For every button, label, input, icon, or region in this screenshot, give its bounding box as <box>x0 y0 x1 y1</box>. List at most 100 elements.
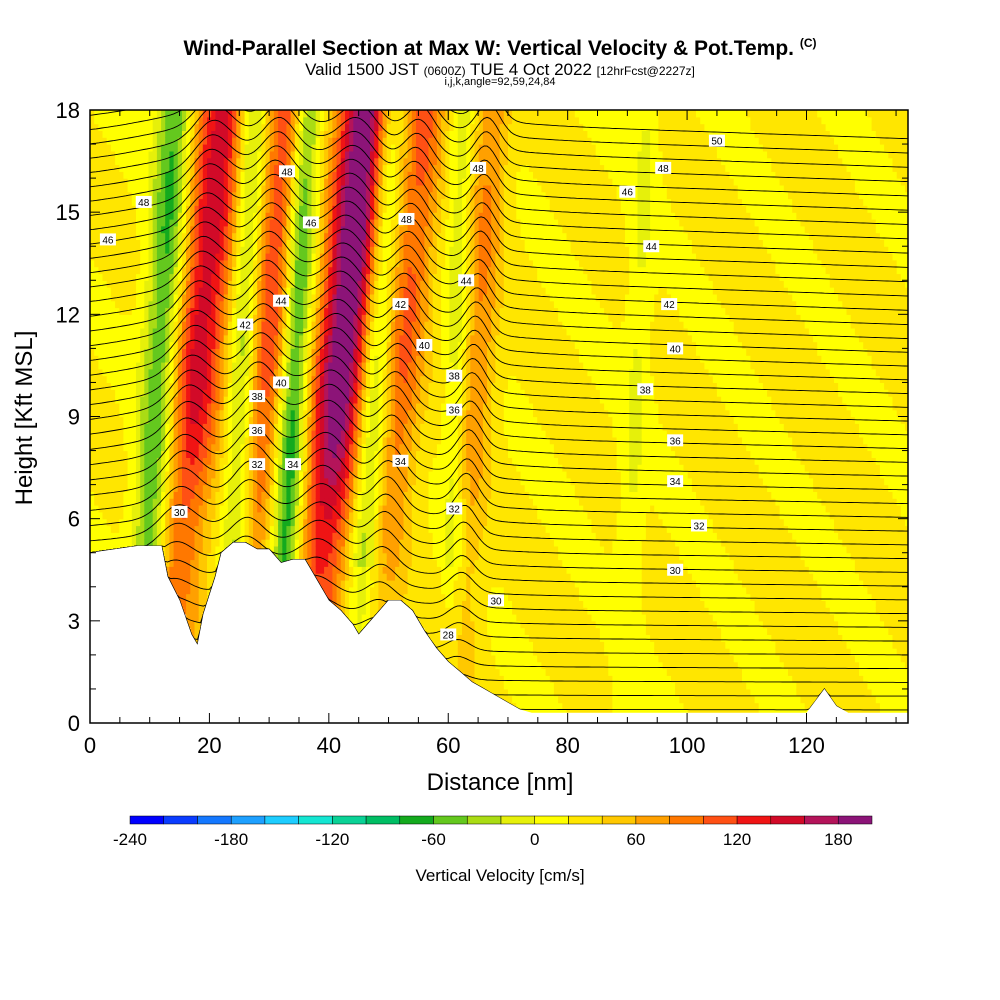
velocity-cell <box>227 253 233 261</box>
velocity-cell <box>269 389 275 397</box>
velocity-cell <box>186 573 191 581</box>
velocity-cell <box>123 287 129 295</box>
velocity-cell <box>236 471 242 479</box>
velocity-cell <box>340 205 346 213</box>
velocity-cell <box>294 471 300 479</box>
velocity-cell <box>345 219 350 227</box>
velocity-cell <box>374 464 379 472</box>
velocity-cell <box>236 253 242 261</box>
velocity-cell <box>340 130 346 138</box>
velocity-cell <box>328 178 333 186</box>
velocity-cell <box>94 375 99 383</box>
velocity-cell <box>106 450 112 458</box>
velocity-cell <box>136 436 141 445</box>
velocity-cell <box>198 287 204 295</box>
velocity-cell <box>286 341 292 349</box>
velocity-cell <box>336 287 342 295</box>
velocity-cell <box>299 328 304 336</box>
velocity-cell <box>336 532 342 540</box>
velocity-cell <box>370 552 375 561</box>
velocity-cell <box>227 137 233 145</box>
velocity-cell <box>115 328 120 336</box>
velocity-cell <box>261 253 267 261</box>
velocity-cell <box>361 171 367 179</box>
velocity-cell <box>382 307 388 315</box>
velocity-cell <box>261 532 267 540</box>
velocity-cell <box>94 355 99 363</box>
velocity-cell <box>119 430 125 438</box>
velocity-cell <box>94 178 99 186</box>
velocity-cell <box>115 430 120 438</box>
velocity-cell <box>165 375 170 383</box>
velocity-cell <box>119 368 125 377</box>
velocity-cell <box>156 266 162 275</box>
velocity-cell <box>148 293 154 302</box>
velocity-cell <box>169 416 175 424</box>
velocity-cell <box>219 198 225 206</box>
velocity-cell <box>374 280 379 288</box>
velocity-cell <box>186 300 191 309</box>
velocity-cell <box>106 184 112 193</box>
velocity-cell <box>340 355 346 363</box>
velocity-cell <box>123 491 129 499</box>
velocity-cell <box>119 130 125 138</box>
velocity-cell <box>236 144 242 152</box>
velocity-cell <box>345 477 350 486</box>
velocity-cell <box>365 607 371 615</box>
velocity-cell <box>282 539 288 547</box>
velocity-cell <box>315 341 321 349</box>
velocity-cell <box>182 396 187 404</box>
velocity-cell <box>194 580 200 588</box>
velocity-cell <box>227 273 233 281</box>
velocity-cell <box>115 334 120 343</box>
velocity-cell <box>345 532 350 540</box>
velocity-cell <box>253 116 258 125</box>
velocity-cell <box>286 314 292 322</box>
velocity-cell <box>127 219 133 227</box>
velocity-cell <box>219 266 225 275</box>
velocity-cell <box>340 539 346 547</box>
velocity-cell <box>94 137 99 145</box>
velocity-cell <box>232 423 237 431</box>
velocity-cell <box>319 396 325 404</box>
velocity-cell <box>336 293 342 302</box>
velocity-cell <box>286 552 292 561</box>
velocity-cell <box>110 341 116 349</box>
velocity-cell <box>110 287 116 295</box>
velocity-cell <box>311 471 317 479</box>
velocity-cell <box>340 321 346 329</box>
velocity-cell <box>378 328 384 336</box>
velocity-cell <box>349 334 354 343</box>
velocity-cell <box>248 171 254 179</box>
velocity-cell <box>165 157 170 166</box>
velocity-cell <box>303 402 308 411</box>
velocity-cell <box>370 566 375 574</box>
velocity-cell <box>269 287 275 295</box>
velocity-cell <box>324 178 329 186</box>
velocity-cell <box>374 232 379 240</box>
velocity-cell <box>232 334 237 343</box>
velocity-cell <box>294 321 300 329</box>
velocity-cell <box>294 423 300 431</box>
velocity-cell <box>261 334 267 343</box>
velocity-cell <box>374 191 379 200</box>
velocity-cell <box>161 532 166 540</box>
velocity-cell <box>198 137 204 145</box>
velocity-cell <box>140 280 145 288</box>
velocity-cell <box>273 539 279 547</box>
velocity-cell <box>110 484 116 492</box>
velocity-cell <box>236 525 242 533</box>
velocity-cell <box>365 130 371 138</box>
velocity-cell <box>127 171 133 179</box>
velocity-cell <box>194 300 200 309</box>
velocity-cell <box>115 368 120 377</box>
velocity-cell <box>382 518 388 527</box>
velocity-cell <box>340 300 346 309</box>
velocity-cell <box>236 198 242 206</box>
velocity-cell <box>182 600 187 608</box>
velocity-cell <box>294 144 300 152</box>
velocity-cell <box>294 382 300 390</box>
velocity-cell <box>382 505 388 513</box>
velocity-cell <box>236 396 242 404</box>
velocity-cell <box>227 232 233 240</box>
